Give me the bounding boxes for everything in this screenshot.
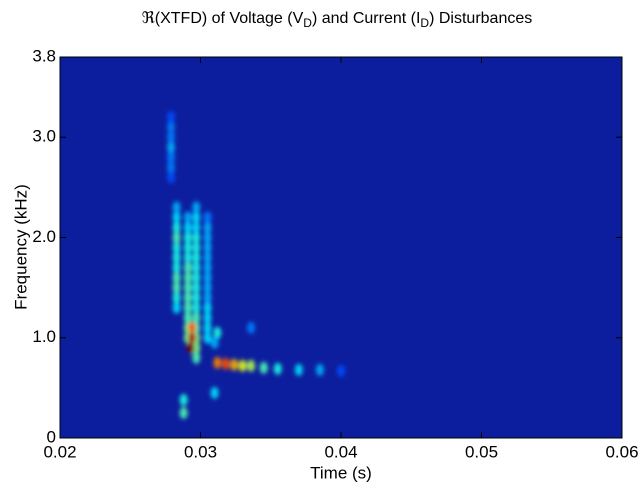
- heat-spot: [183, 281, 192, 294]
- heat-spot: [259, 361, 268, 374]
- heat-spot: [273, 362, 282, 375]
- heat-spot: [172, 271, 181, 284]
- title-part: ) and Current (I: [312, 10, 420, 27]
- y-tick-label: 3.0: [32, 127, 56, 146]
- heat-spot: [172, 251, 181, 264]
- heat-spot: [172, 281, 181, 294]
- y-tick-label: 1.0: [32, 327, 56, 346]
- heat-spot: [183, 311, 192, 324]
- heat-spot: [203, 271, 212, 284]
- heat-spot: [166, 141, 175, 154]
- heat-spot: [192, 261, 201, 274]
- heat-spot: [183, 301, 192, 314]
- y-tick-label: 3.8: [32, 46, 56, 65]
- heat-spot: [192, 281, 201, 294]
- heat-spot: [179, 393, 188, 406]
- heat-spot: [183, 211, 192, 224]
- heat-spot: [192, 301, 201, 314]
- x-tick-label: 0.02: [43, 442, 76, 461]
- heat-layer: [166, 111, 345, 419]
- heat-spot: [203, 261, 212, 274]
- heat-spot: [166, 131, 175, 144]
- heat-spot: [203, 251, 212, 264]
- x-axis-label: Time (s): [310, 463, 372, 482]
- heat-spot: [192, 211, 201, 224]
- heat-spot: [230, 358, 239, 371]
- heat-spot: [247, 321, 256, 334]
- heat-spot: [183, 241, 192, 254]
- heat-spot: [192, 341, 201, 354]
- heat-spot: [203, 221, 212, 234]
- heat-spot: [203, 301, 212, 314]
- heat-spot: [213, 326, 222, 339]
- heat-spot: [192, 201, 201, 214]
- heat-spot: [210, 386, 219, 399]
- heat-spot: [337, 364, 345, 377]
- y-axis-label: Frequency (kHz): [11, 184, 30, 310]
- heat-spot: [192, 291, 201, 304]
- heat-spot: [294, 363, 303, 376]
- heat-spot: [172, 211, 181, 224]
- heat-spot: [183, 221, 192, 234]
- heat-spot: [247, 359, 256, 372]
- x-tick-label: 0.04: [324, 442, 357, 461]
- heat-spot: [203, 211, 212, 224]
- heat-spot: [192, 241, 201, 254]
- heat-spot: [188, 321, 197, 334]
- heat-spot: [172, 231, 181, 244]
- title-part: ℜ(XTFD) of Voltage (V: [142, 10, 304, 27]
- heat-spot: [203, 321, 212, 334]
- heat-spot: [188, 331, 197, 344]
- title-subscript: D: [303, 16, 312, 30]
- heat-spot: [172, 291, 181, 304]
- heat-spot: [183, 261, 192, 274]
- title-part: ) Disturbances: [429, 10, 532, 27]
- heat-spot: [172, 241, 181, 254]
- heat-spot: [172, 221, 181, 234]
- x-tick-label: 0.03: [184, 442, 217, 461]
- chart-title: ℜ(XTFD) of Voltage (VD) and Current (ID)…: [142, 10, 533, 30]
- heat-spot: [172, 201, 181, 214]
- heat-spot: [192, 221, 201, 234]
- heat-spot: [238, 359, 247, 372]
- heat-spot: [210, 336, 219, 349]
- heat-spot: [203, 241, 212, 254]
- heat-spot: [192, 311, 201, 324]
- heat-spot: [192, 271, 201, 284]
- heat-spot: [315, 363, 324, 376]
- heat-spot: [179, 406, 188, 419]
- heat-spot: [203, 311, 212, 324]
- heat-spot: [203, 231, 212, 244]
- y-tick-label: 2.0: [32, 227, 56, 246]
- heat-spot: [166, 171, 175, 184]
- heat-spot: [192, 231, 201, 244]
- heat-spot: [203, 331, 212, 344]
- y-tick-label: 0: [47, 427, 56, 446]
- heat-spot: [186, 341, 195, 354]
- heat-spot: [192, 251, 201, 264]
- plot-background: [60, 57, 622, 438]
- title-subscript: D: [420, 16, 429, 30]
- heat-spot: [203, 281, 212, 294]
- heat-spot: [221, 357, 230, 370]
- heat-spot: [192, 351, 201, 364]
- x-tick-label: 0.05: [465, 442, 498, 461]
- heat-spot: [172, 301, 181, 314]
- heat-spot: [203, 291, 212, 304]
- heat-spot: [166, 161, 175, 174]
- heat-spot: [166, 151, 175, 164]
- heat-spot: [166, 111, 175, 124]
- heat-spot: [183, 271, 192, 284]
- heat-spot: [166, 121, 175, 134]
- heat-spot: [183, 231, 192, 244]
- heat-spot: [183, 291, 192, 304]
- x-tick-label: 0.06: [605, 442, 638, 461]
- heat-spot: [213, 356, 222, 369]
- heat-spot: [172, 261, 181, 274]
- heat-spot: [183, 251, 192, 264]
